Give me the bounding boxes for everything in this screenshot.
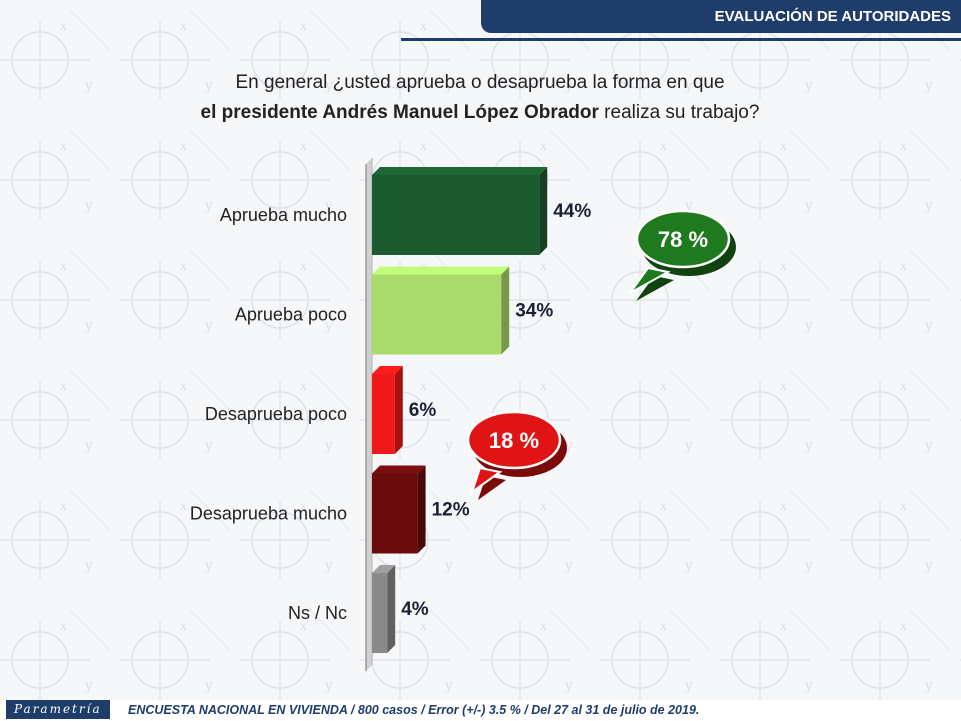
bar-top bbox=[372, 366, 403, 374]
footer-source: ENCUESTA NACIONAL EN VIVIENDA / 800 caso… bbox=[128, 703, 700, 717]
category-label: Ns / Nc bbox=[288, 603, 347, 623]
question-subject: el presidente Andrés Manuel López Obrado… bbox=[200, 102, 599, 123]
question-line-2: el presidente Andrés Manuel López Obrado… bbox=[140, 98, 820, 128]
category-label: Aprueba mucho bbox=[220, 205, 347, 225]
bar bbox=[372, 573, 388, 653]
bar-side bbox=[417, 465, 426, 554]
category-label: Desaprueba mucho bbox=[190, 504, 347, 524]
value-label: 12% bbox=[432, 500, 470, 521]
bar-side bbox=[394, 366, 403, 454]
question-line-2-rest: realiza su trabajo? bbox=[598, 102, 760, 123]
question-line-1: En general ¿usted aprueba o desaprueba l… bbox=[235, 72, 725, 93]
footer-bar bbox=[0, 700, 961, 721]
bar-side bbox=[501, 266, 510, 355]
category-label: Aprueba poco bbox=[235, 305, 347, 325]
value-label: 44% bbox=[553, 201, 591, 222]
bar-side bbox=[387, 565, 396, 653]
callout-label: 18 % bbox=[489, 428, 539, 453]
bar-side bbox=[539, 167, 548, 255]
bar bbox=[372, 274, 502, 355]
bar bbox=[372, 374, 395, 454]
footer-logo: Parametría bbox=[6, 700, 110, 719]
bar bbox=[372, 473, 418, 554]
axis-wall bbox=[366, 158, 372, 671]
bar bbox=[372, 175, 540, 255]
bar-top bbox=[372, 565, 396, 573]
callout-label: 78 % bbox=[658, 227, 708, 252]
callout-tail bbox=[629, 266, 671, 294]
bar-top bbox=[372, 465, 426, 474]
value-label: 6% bbox=[409, 400, 437, 421]
section-header: EVALUACIÓN DE AUTORIDADES bbox=[481, 0, 961, 33]
callout-bubble bbox=[635, 209, 731, 269]
value-label: 34% bbox=[515, 301, 553, 322]
callout-tail-shadow bbox=[636, 276, 674, 301]
bar-top bbox=[372, 167, 548, 175]
survey-question: En general ¿usted aprueba o desaprueba l… bbox=[140, 68, 820, 128]
bar-top bbox=[372, 266, 510, 275]
callout-bubble bbox=[466, 410, 562, 470]
callout-tail bbox=[470, 466, 503, 495]
value-label: 4% bbox=[401, 599, 429, 620]
category-label: Desaprueba poco bbox=[205, 404, 347, 424]
header-rule bbox=[401, 38, 961, 41]
